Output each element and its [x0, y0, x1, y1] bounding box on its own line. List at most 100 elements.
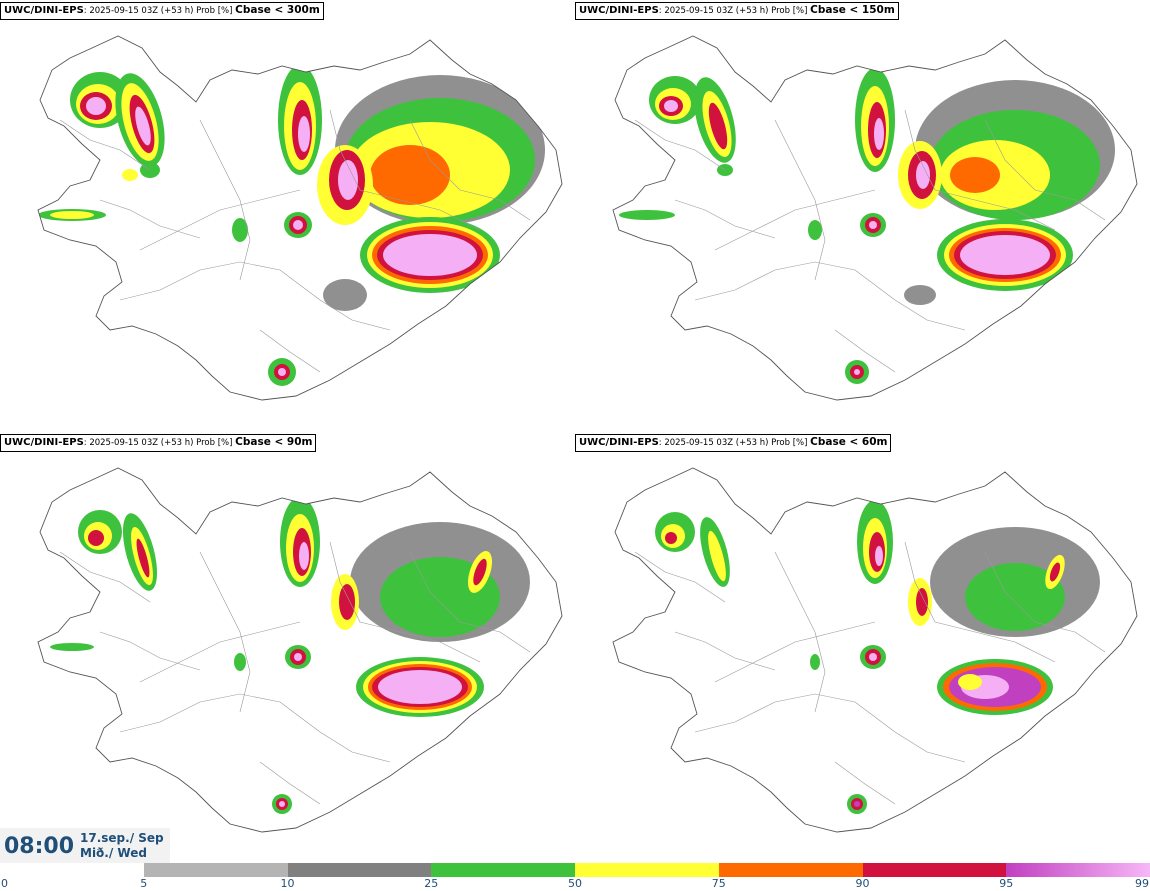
- probability-blob: [916, 588, 928, 616]
- colorbar-tick-label: 10: [280, 877, 295, 890]
- probability-blob: [950, 157, 1000, 193]
- probability-blob: [370, 145, 450, 205]
- colorbar-tick-label: 5: [140, 877, 148, 890]
- valid-weekday: Mið./ Wed: [80, 846, 147, 860]
- coastline: [612, 467, 1138, 833]
- colorbar-segment: [431, 863, 576, 877]
- colorbar-tick-label: 95: [999, 877, 1014, 890]
- probability-field: [619, 68, 1115, 384]
- road-line: [139, 189, 301, 251]
- panel-threshold: Cbase < 150m: [810, 4, 895, 16]
- map-panel-4: UWC/DINI-EPS: 2025-09-15 03Z (+53 h) Pro…: [575, 432, 1150, 862]
- road-line: [59, 551, 151, 603]
- probability-blob: [50, 211, 94, 219]
- probability-blob: [808, 220, 822, 240]
- panel-model: UWC/DINI-EPS: [4, 5, 84, 16]
- panel-threshold: Cbase < 90m: [235, 436, 313, 448]
- panel-threshold: Cbase < 60m: [810, 436, 888, 448]
- probability-blob: [299, 542, 309, 570]
- road-line: [834, 329, 896, 373]
- probability-blob: [810, 654, 820, 670]
- probability-blob: [708, 530, 726, 582]
- probability-blob: [279, 801, 285, 807]
- iceland-map-3: [37, 467, 563, 833]
- probability-blob: [135, 106, 151, 146]
- road-line: [99, 631, 201, 671]
- probability-blob: [875, 546, 883, 566]
- panel-model: UWC/DINI-EPS: [4, 437, 84, 448]
- road-line: [984, 551, 1106, 653]
- probability-blob: [278, 368, 286, 376]
- road-line: [119, 693, 391, 763]
- map-layer: [37, 467, 563, 833]
- probability-blob: [854, 801, 860, 807]
- road-line: [139, 621, 301, 683]
- road-line: [199, 551, 251, 713]
- coastline: [612, 35, 1138, 401]
- road-line: [634, 551, 726, 603]
- panel-meta: : 2025-09-15 03Z (+53 h) Prob [%]: [658, 438, 811, 448]
- probability-blob: [904, 285, 936, 305]
- probability-blob: [232, 218, 248, 242]
- panel-meta: : 2025-09-15 03Z (+53 h) Prob [%]: [83, 438, 236, 448]
- probability-colorbar: 0 5 10 25 50 75 90 95 99: [0, 863, 1150, 891]
- probability-blob: [50, 643, 94, 651]
- colorbar-tick-label: 25: [424, 877, 439, 890]
- iceland-map-4: [612, 467, 1138, 833]
- probability-field: [38, 65, 545, 386]
- colorbar-segment: [287, 863, 432, 877]
- road-line: [409, 119, 531, 221]
- road-line: [774, 551, 826, 713]
- probability-blob: [473, 558, 487, 586]
- colorbar-segment: [718, 863, 863, 877]
- road-line: [199, 119, 251, 281]
- probability-blob: [88, 530, 104, 546]
- colorbar-segment: [1006, 863, 1150, 877]
- map-panel-1: UWC/DINI-EPS: 2025-09-15 03Z (+53 h) Pro…: [0, 0, 575, 430]
- panel-title-3: UWC/DINI-EPS: 2025-09-15 03Z (+53 h) Pro…: [0, 434, 317, 452]
- probability-blob: [854, 369, 860, 375]
- probability-blob: [958, 674, 982, 690]
- probability-field: [50, 497, 530, 814]
- probability-blob: [665, 532, 677, 544]
- colorbar-tick-label: 0: [1, 877, 8, 890]
- road-line: [694, 693, 966, 763]
- probability-blob: [869, 221, 877, 229]
- valid-date: 17.sep./ Sep: [80, 831, 164, 845]
- probability-blob: [619, 210, 675, 220]
- probability-blob: [339, 584, 355, 620]
- map-panel-2: UWC/DINI-EPS: 2025-09-15 03Z (+53 h) Pro…: [575, 0, 1150, 430]
- colorbar-segment: [862, 863, 1007, 877]
- panel-title-2: UWC/DINI-EPS: 2025-09-15 03Z (+53 h) Pro…: [575, 2, 899, 20]
- road-line: [259, 329, 321, 373]
- road-line: [714, 621, 876, 683]
- probability-blob: [664, 100, 678, 112]
- panel-title-4: UWC/DINI-EPS: 2025-09-15 03Z (+53 h) Pro…: [575, 434, 892, 452]
- probability-blob: [965, 563, 1065, 631]
- panel-model: UWC/DINI-EPS: [579, 5, 659, 16]
- map-layer: [612, 35, 1138, 401]
- panel-meta: : 2025-09-15 03Z (+53 h) Prob [%]: [83, 6, 236, 16]
- road-line: [99, 199, 201, 239]
- probability-blob: [234, 653, 246, 671]
- road-line: [329, 109, 481, 231]
- road-line: [674, 199, 776, 239]
- road-line: [329, 541, 481, 663]
- coastline: [37, 35, 563, 401]
- probability-blob: [874, 118, 884, 150]
- iceland-map-2: [612, 35, 1138, 401]
- valid-time: 08:00: [4, 834, 75, 859]
- iceland-map-1: [37, 35, 563, 401]
- colorbar-segment: [0, 863, 145, 877]
- colorbar-tick-label: 99: [1135, 877, 1149, 890]
- road-line: [259, 761, 321, 805]
- probability-blob: [86, 97, 106, 115]
- probability-blob: [916, 161, 930, 189]
- map-panel-3: UWC/DINI-EPS: 2025-09-15 03Z (+53 h) Pro…: [0, 432, 575, 862]
- road-line: [634, 119, 726, 171]
- probability-blob: [294, 653, 302, 661]
- probability-field: [655, 500, 1100, 814]
- probability-blob: [708, 102, 728, 150]
- probability-blob: [960, 235, 1050, 275]
- colorbar-segment: [143, 863, 288, 877]
